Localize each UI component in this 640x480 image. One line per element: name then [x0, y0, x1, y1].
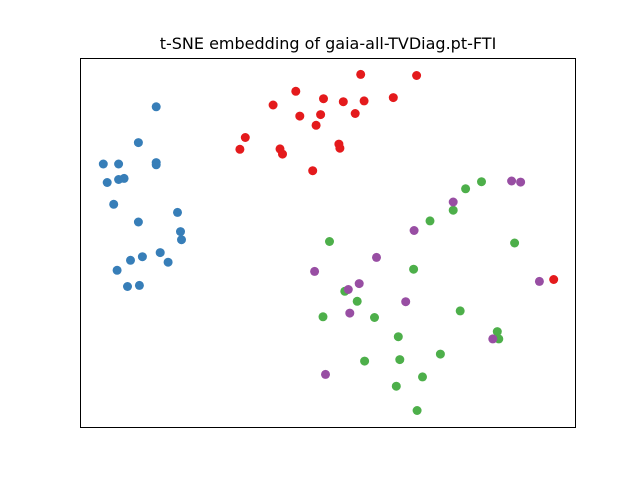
scatter-point-green-2	[448, 205, 458, 215]
scatter-point-green-1	[461, 184, 471, 194]
scatter-point-red-2	[268, 100, 278, 110]
scatter-point-green-12	[492, 327, 502, 337]
scatter-point-green-10	[370, 313, 379, 322]
scatter-point-purple-4	[372, 252, 381, 262]
scatter-point-blue-12	[176, 227, 185, 237]
scatter-point-blue-1	[133, 138, 143, 148]
scatter-point-blue-20	[123, 282, 132, 291]
scatter-point-blue-9	[109, 199, 119, 209]
scatter-point-green-6	[409, 264, 419, 274]
scatter-point-purple-1	[516, 177, 526, 187]
scatter-point-red-6	[359, 96, 369, 106]
scatter-point-green-14	[393, 332, 403, 342]
scatter-point-red-3	[291, 86, 301, 96]
scatter-point-blue-8	[151, 160, 161, 170]
scatter-point-green-11	[455, 306, 465, 316]
scatter-point-red-7	[388, 93, 398, 103]
scatter-point-red-5	[338, 97, 348, 107]
scatter-point-purple-12	[321, 369, 330, 379]
scatter-point-purple-5	[310, 266, 320, 276]
scatter-point-green-5	[510, 238, 520, 248]
scatter-point-green-16	[435, 349, 445, 359]
scatter-point-purple-2	[448, 197, 458, 207]
scatter-point-blue-13	[177, 235, 186, 245]
scatter-point-green-15	[395, 355, 405, 365]
scatter-point-blue-19	[134, 280, 144, 290]
scatter-point-purple-0	[507, 176, 517, 186]
scatter-point-red-0	[356, 69, 366, 79]
chart-title: t-SNE embedding of gaia-all-TVDiag.pt-FT…	[160, 34, 497, 53]
scatter-point-blue-17	[126, 255, 135, 265]
scatter-point-green-17	[360, 356, 370, 366]
scatter-point-blue-2	[114, 159, 124, 169]
scatter-point-blue-5	[102, 178, 112, 187]
scatter-point-purple-11	[488, 334, 498, 344]
scatter-point-green-20	[412, 406, 422, 415]
scatter-point-purple-8	[534, 276, 544, 286]
scatter-point-red-9	[316, 110, 326, 120]
scatter-point-red-8	[295, 111, 305, 121]
scatter-point-blue-10	[133, 217, 143, 227]
scatter-point-blue-14	[155, 248, 165, 258]
scatter-point-red-13	[235, 144, 245, 154]
scatter-point-blue-11	[173, 207, 182, 217]
scatter-point-green-19	[391, 381, 401, 391]
scatter-point-green-18	[418, 372, 427, 382]
scatter-point-red-4	[319, 94, 328, 104]
scatter-point-red-17	[335, 143, 345, 153]
scatter-point-red-16	[278, 149, 287, 159]
scatter-point-blue-18	[112, 265, 122, 275]
scatter-point-blue-15	[137, 252, 147, 262]
scatter-point-purple-9	[401, 297, 411, 307]
scatter-point-green-0	[477, 177, 486, 187]
scatter-point-green-4	[325, 237, 334, 246]
scatter-point-red-19	[549, 275, 559, 284]
scatter-point-purple-7	[343, 285, 353, 294]
scatter-point-red-12	[240, 133, 250, 142]
scatter-point-red-11	[311, 120, 321, 130]
scatter-point-red-1	[412, 71, 422, 80]
scatter-point-green-8	[352, 296, 362, 306]
scatter-point-red-10	[350, 109, 360, 118]
scatter-point-green-3	[425, 216, 435, 226]
scatter-point-purple-3	[409, 226, 419, 235]
scatter-point-purple-10	[345, 308, 355, 318]
scatter-point-blue-6	[119, 173, 129, 183]
scatter-point-red-18	[308, 166, 318, 176]
scatter-point-green-9	[318, 312, 328, 322]
scatter-point-blue-16	[163, 257, 173, 267]
scatter-points	[98, 69, 559, 415]
scatter-point-purple-6	[354, 279, 364, 289]
scatter-point-blue-0	[151, 102, 161, 112]
scatter-point-blue-3	[98, 159, 108, 169]
